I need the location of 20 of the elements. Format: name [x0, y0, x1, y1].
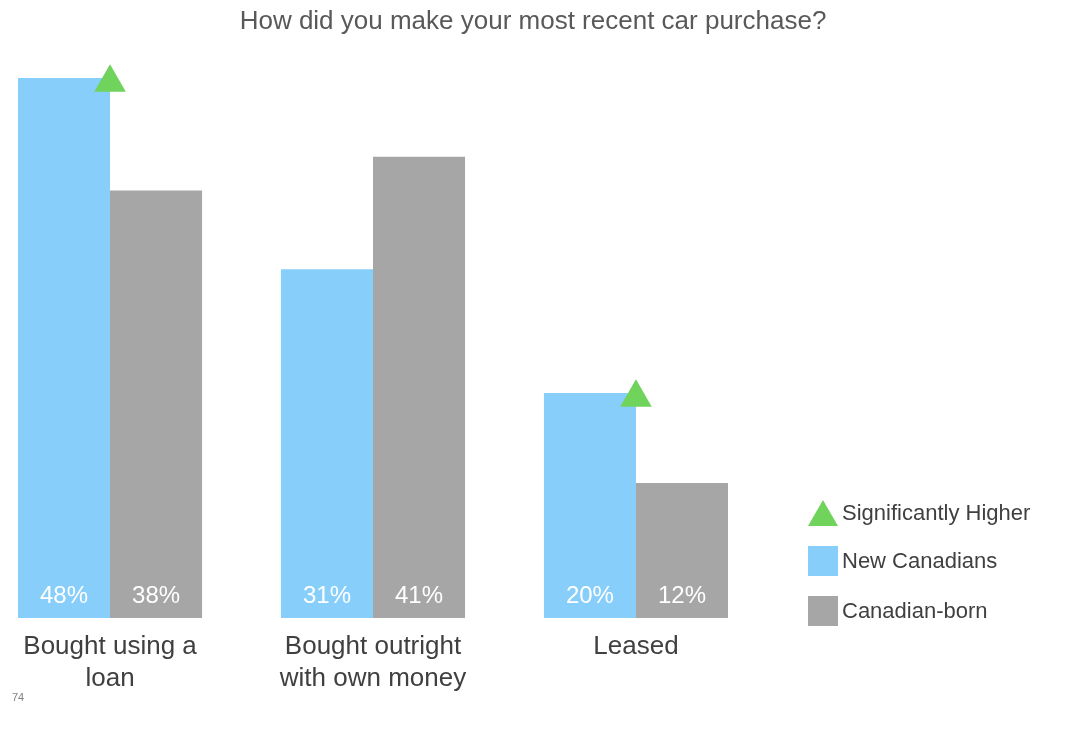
- data-label: 41%: [395, 581, 444, 608]
- data-label: 31%: [302, 581, 351, 608]
- text: 74: [12, 691, 25, 703]
- bar: [110, 190, 203, 618]
- x-tick-label: Leased: [593, 629, 679, 660]
- legend-label: New Canadians: [842, 548, 998, 573]
- data-label: 38%: [132, 581, 181, 608]
- data-label: 12%: [657, 581, 706, 608]
- data-label: 20%: [565, 581, 614, 608]
- legend-label: Canadian-born: [842, 598, 988, 623]
- bar: [635, 483, 728, 618]
- bar: [18, 78, 111, 618]
- x-tick-label: Bought outright with own money: [278, 629, 467, 692]
- bar: [280, 269, 373, 618]
- bar: [543, 393, 636, 618]
- chart-title: How did you make your most recent car purchase?: [239, 5, 827, 36]
- bar: [373, 156, 466, 618]
- x-tick-label: Bought using a loan: [23, 629, 198, 692]
- legend-label: Significantly Higher: [842, 500, 1031, 525]
- data-label: 48%: [40, 581, 89, 608]
